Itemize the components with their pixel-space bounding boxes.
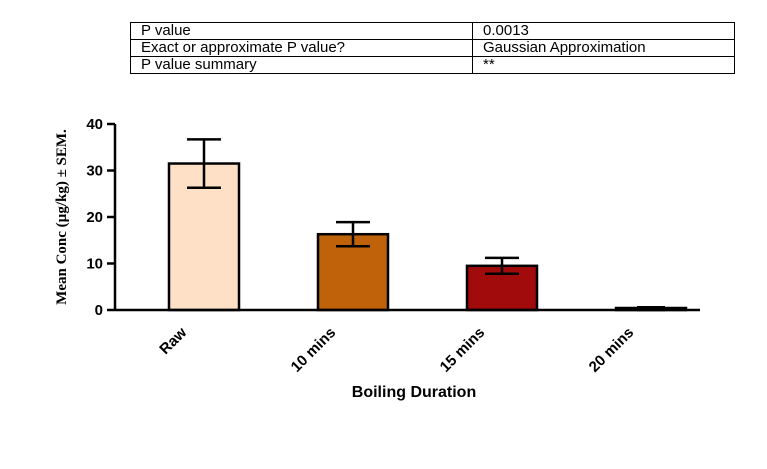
x-axis-tick-labels: Raw 10 mins 15 mins 20 mins [156,324,637,376]
table-row: P value summary ** [130,56,735,74]
y-tick-label: 10 [86,256,103,273]
x-tick-label: 20 mins [586,324,638,376]
y-tick-label: 40 [86,116,103,133]
y-tick-label: 0 [95,302,103,319]
table-cell-value: ** [472,56,735,74]
bars-group [167,162,688,312]
y-tick-label: 30 [86,163,103,180]
y-axis-ticks: 0 10 20 30 40 [86,116,115,319]
x-tick-label: Raw [156,324,190,358]
y-tick-label: 20 [86,209,103,226]
table-cell-label: P value summary [130,56,473,74]
x-tick-label: 10 mins [288,324,340,376]
y-axis-title: Mean Conc (µg/kg) ± SEM. [54,129,70,305]
x-axis-title: Boiling Duration [352,384,476,401]
error-bars-group [187,138,665,312]
p-value-table: P value 0.0013 Exact or approximate P va… [130,22,735,74]
x-tick-label: 15 mins [437,324,489,376]
